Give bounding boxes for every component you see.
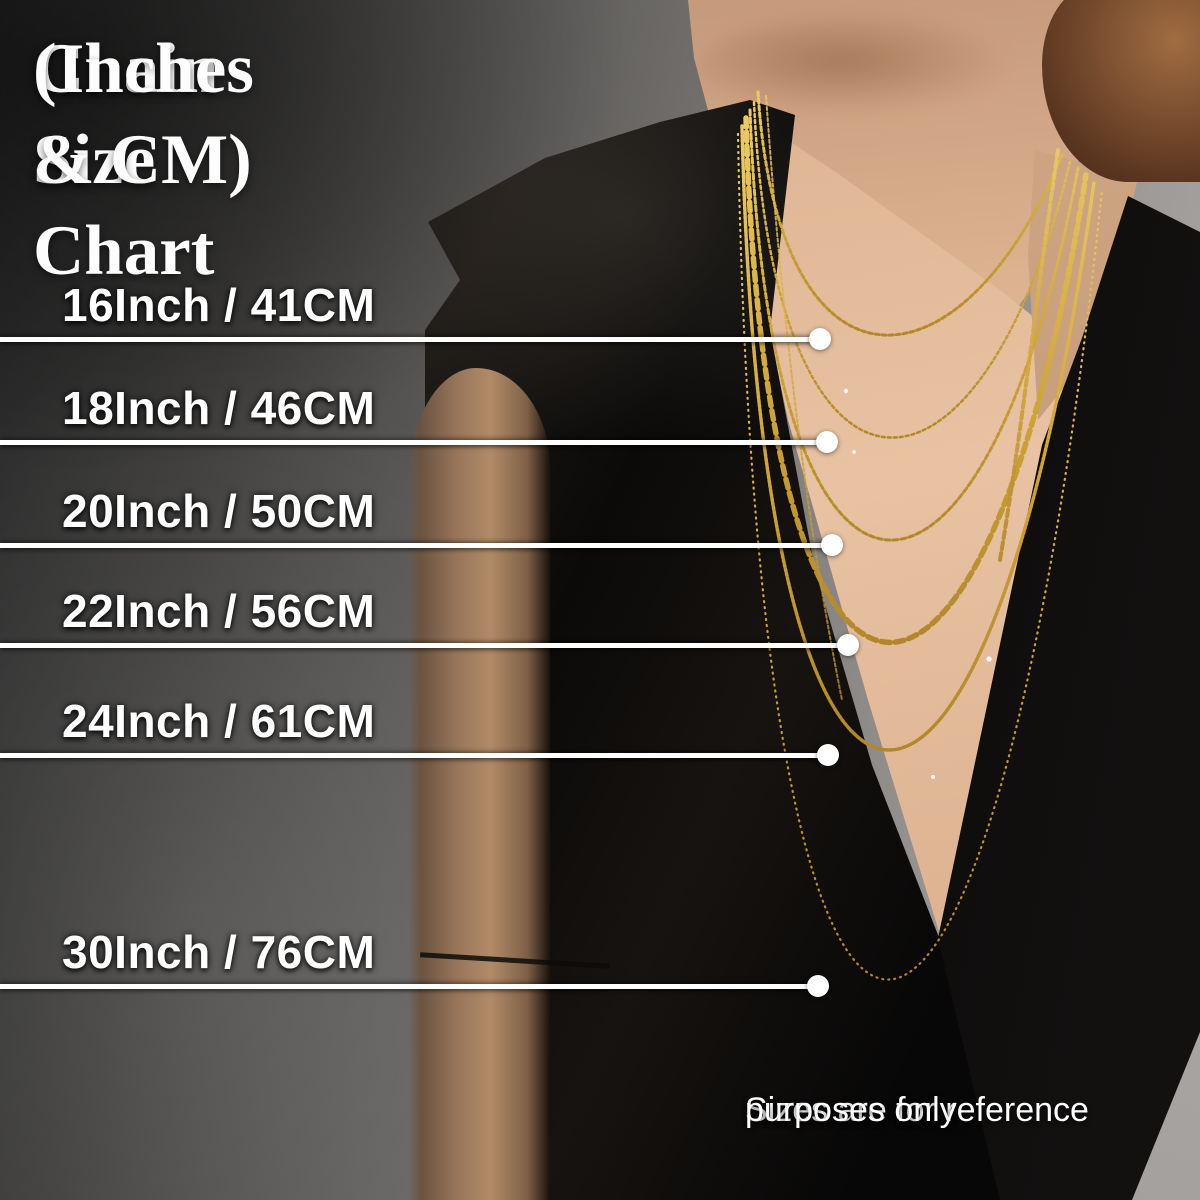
size-dot-30inch bbox=[807, 975, 829, 997]
chain-strand-left bbox=[765, 95, 843, 701]
size-dot-22inch bbox=[837, 634, 859, 656]
size-label-20inch: 20Inch / 50CM bbox=[62, 485, 376, 537]
size-label-22inch: 22Inch / 56CM bbox=[62, 585, 376, 637]
chain-sparkles bbox=[843, 388, 992, 779]
size-dot-18inch bbox=[816, 431, 838, 453]
size-label-30inch: 30Inch / 76CM bbox=[62, 926, 376, 978]
chin-shadow bbox=[698, 16, 1013, 116]
size-line-24inch bbox=[0, 753, 822, 758]
chain-18inch bbox=[752, 100, 1072, 439]
size-line-20inch bbox=[0, 543, 826, 548]
size-line-22inch bbox=[0, 643, 842, 648]
size-line-16inch bbox=[0, 337, 814, 342]
size-line-18inch bbox=[0, 440, 821, 445]
size-dot-24inch bbox=[817, 744, 839, 766]
chain-22inch bbox=[743, 115, 1089, 645]
chain-bundle-right bbox=[998, 148, 1060, 562]
size-label-24inch: 24Inch / 61CM bbox=[62, 695, 376, 747]
title-line-2: (Inches & CM) bbox=[33, 30, 254, 199]
size-dot-20inch bbox=[821, 534, 843, 556]
footnote-line-1: Sizes are for reference bbox=[745, 1091, 1089, 1129]
size-label-16inch: 16Inch / 41CM bbox=[62, 279, 376, 331]
chain-30inch bbox=[736, 132, 1104, 981]
size-label-18inch: 18Inch / 46CM bbox=[62, 382, 376, 434]
size-dot-16inch bbox=[809, 328, 831, 350]
footnote-line-2: purposes only bbox=[745, 1091, 957, 1129]
title-line-1: Chain Size Chart bbox=[33, 30, 219, 290]
model-arm bbox=[408, 368, 550, 1200]
size-line-30inch bbox=[0, 984, 812, 989]
